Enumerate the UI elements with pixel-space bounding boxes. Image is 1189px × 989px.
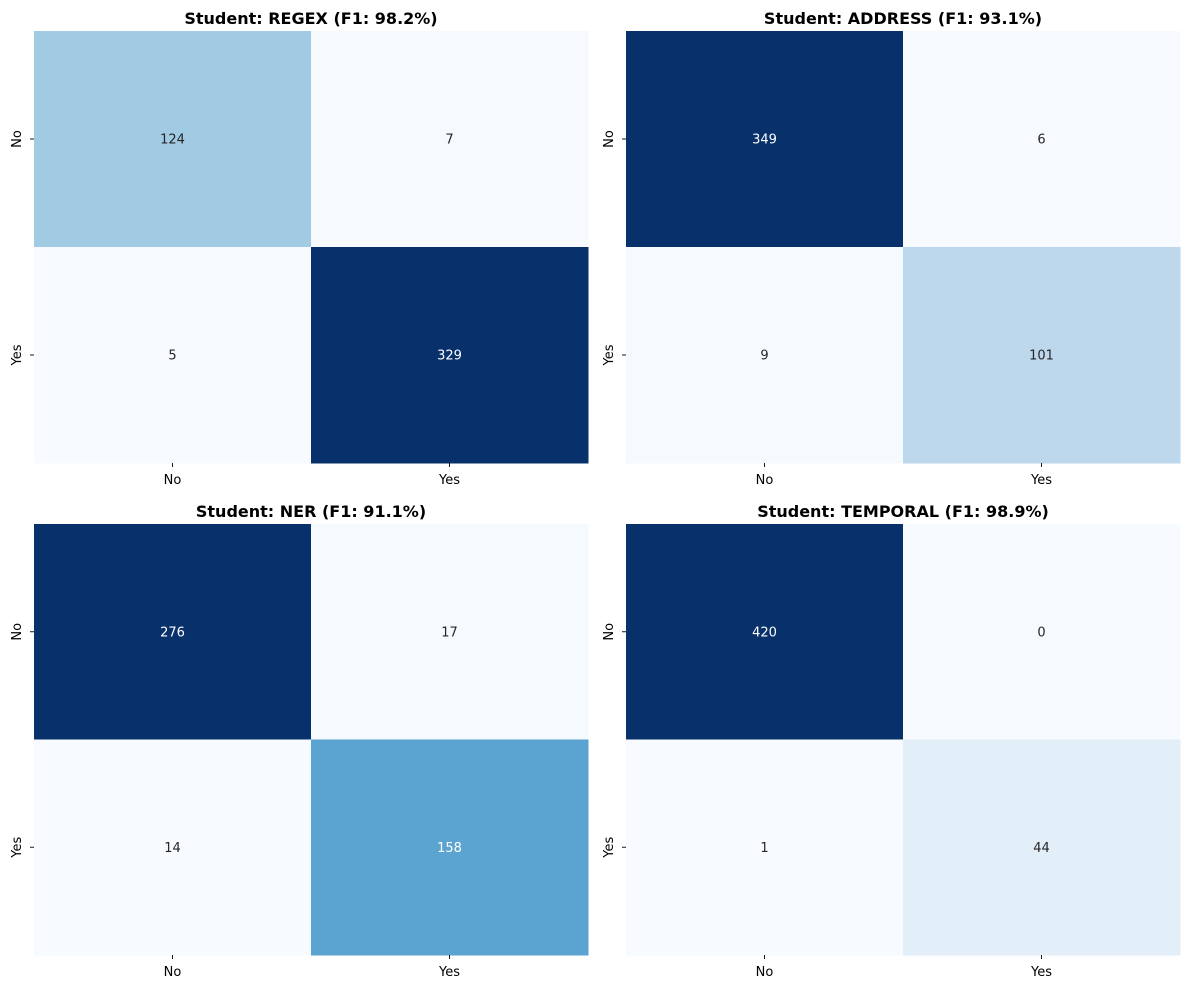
heatmap-cell — [34, 247, 312, 464]
cell-value-label: 14 — [164, 841, 181, 856]
heatmap-cell — [311, 31, 589, 248]
cell-value-label: 0 — [1037, 625, 1045, 640]
y-tick-label: Yes — [10, 837, 25, 859]
heatmap-cell — [626, 524, 904, 740]
y-tick-label: No — [10, 130, 25, 148]
heatmap-cell — [311, 524, 589, 740]
cell-value-label: 276 — [160, 625, 185, 640]
x-tick-label: Yes — [1030, 473, 1052, 488]
heatmap-cell — [34, 524, 312, 740]
heatmap-panel-regex: 124 7 5 329 Student: REGEX (F1: 98.2%) No Yes N… — [10, 9, 589, 488]
panel-title: Student: TEMPORAL (F1: 98.9%) — [757, 502, 1049, 521]
cell-value-label: 101 — [1029, 349, 1054, 364]
heatmap-cell — [626, 247, 904, 464]
heatmap-cell — [311, 739, 589, 956]
cell-value-label: 7 — [445, 133, 453, 148]
cell-value-label: 349 — [752, 133, 777, 148]
cell-value-label: 329 — [437, 349, 462, 364]
heatmap-cell — [903, 739, 1181, 956]
heatmap-cell — [903, 524, 1181, 740]
cell-value-label: 158 — [437, 841, 462, 856]
cell-value-label: 17 — [441, 625, 458, 640]
heatmap-panel-address: 349 6 9 101 Student: ADDRESS (F1: 93.1%) No Ye… — [602, 9, 1181, 488]
x-tick-label: No — [756, 965, 774, 980]
x-tick-label: Yes — [438, 473, 460, 488]
x-tick-label: No — [756, 473, 774, 488]
x-tick-label: No — [164, 473, 182, 488]
cell-value-label: 9 — [760, 349, 768, 364]
x-tick-label: Yes — [438, 965, 460, 980]
y-tick-label: Yes — [602, 837, 617, 859]
heatmap-cell — [34, 739, 312, 956]
cell-value-label: 420 — [752, 625, 777, 640]
y-tick-label: No — [10, 623, 25, 641]
cell-value-label: 5 — [168, 349, 176, 364]
heatmap-cell — [34, 31, 312, 248]
panel-title: Student: ADDRESS (F1: 93.1%) — [764, 9, 1042, 28]
heatmap-panel-temporal: 420 0 1 44 Student: TEMPORAL (F1: 98.9%) No Ye… — [602, 502, 1181, 980]
heatmap-cell — [903, 247, 1181, 464]
y-tick-label: No — [602, 623, 617, 641]
heatmap-cell — [626, 31, 904, 248]
panel-title: Student: NER (F1: 91.1%) — [196, 502, 426, 521]
panel-title: Student: REGEX (F1: 98.2%) — [184, 9, 437, 28]
x-tick-label: No — [164, 965, 182, 980]
heatmap-cell — [311, 247, 589, 464]
y-tick-label: Yes — [10, 344, 25, 366]
x-tick-label: Yes — [1030, 965, 1052, 980]
cell-value-label: 44 — [1033, 841, 1050, 856]
heatmap-cell — [626, 739, 904, 956]
y-tick-label: No — [602, 130, 617, 148]
heatmap-panel-ner: 276 17 14 158 Student: NER (F1: 91.1%) No Yes N… — [10, 502, 589, 980]
cell-value-label: 1 — [760, 841, 768, 856]
y-tick-label: Yes — [602, 344, 617, 366]
cell-value-label: 124 — [160, 133, 185, 148]
cell-value-label: 6 — [1037, 133, 1045, 148]
heatmap-cell — [903, 31, 1181, 248]
